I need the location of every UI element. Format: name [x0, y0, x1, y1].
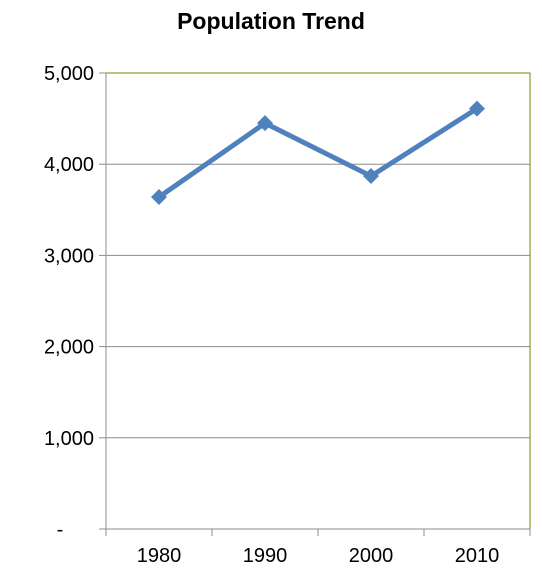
y-tick-label-2: 2,000 — [44, 337, 94, 359]
data-point-2000 — [363, 168, 379, 185]
data-point-1990 — [257, 115, 273, 132]
data-point-1980 — [151, 189, 167, 206]
plot-area-frame — [105, 72, 531, 530]
y-tick-labels: - 1,000 2,000 3,000 4,000 5,000 — [44, 63, 94, 541]
x-tick-labels: 1980 1990 2000 2010 — [137, 545, 500, 567]
x-tick-label-0: 1980 — [137, 545, 182, 567]
gridlines — [106, 72, 530, 439]
y-tick-label-0: - — [57, 519, 64, 541]
x-tick-label-3: 2010 — [455, 545, 500, 567]
data-point-2010 — [469, 100, 485, 117]
y-tick-label-5: 5,000 — [44, 63, 94, 85]
chart-title: Population Trend — [177, 8, 365, 34]
series-layer — [151, 100, 485, 206]
x-tick-label-2: 2000 — [349, 545, 394, 567]
x-tick-label-1: 1990 — [243, 545, 288, 567]
y-tick-label-1: 1,000 — [44, 428, 94, 450]
axes — [99, 72, 531, 536]
series-line-0 — [156, 106, 480, 200]
y-tick-label-4: 4,000 — [44, 154, 94, 176]
y-tick-label-3: 3,000 — [44, 245, 94, 267]
